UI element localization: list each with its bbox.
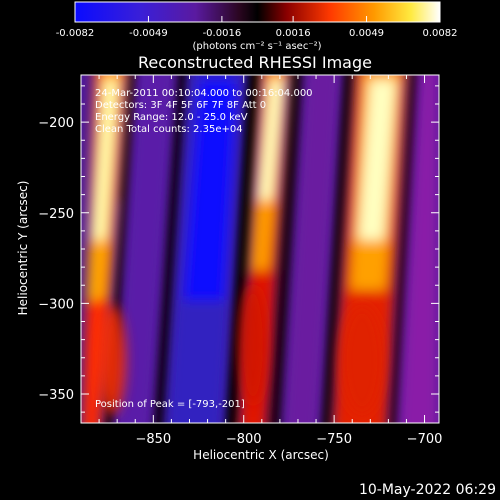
image-annotations: 24-Mar-2011 00:10:04.000 to 00:16:04.000… — [95, 88, 313, 410]
y-tick-label: −300 — [38, 297, 74, 312]
annotation-detectors: Detectors: 3F 4F 5F 6F 7F 8F Att 0 — [95, 100, 266, 111]
annotation-peak-position: Position of Peak = [-793,-201] — [95, 399, 245, 410]
x-tick-label: −800 — [226, 432, 262, 447]
colorbar-tick-label: 0.0016 — [276, 28, 311, 39]
colorbar-tick-label: 0.0082 — [423, 28, 458, 39]
y-axis: −200 −250 −300 −350 — [38, 85, 439, 413]
annotation-energy-range: Energy Range: 12.0 - 25.0 keV — [95, 112, 248, 123]
colorbar-unit-label: (photons cm⁻² s⁻¹ asec⁻²) — [192, 41, 321, 52]
heatmap-image — [81, 75, 439, 423]
y-tick-label: −350 — [38, 388, 74, 403]
x-tick-label: −850 — [135, 432, 171, 447]
x-tick-label: −750 — [316, 432, 352, 447]
x-axis: −850 −800 −750 −700 — [80, 75, 443, 447]
colorbar-tick-label: 0.0049 — [349, 28, 384, 39]
colorbar-tick-label: -0.0049 — [129, 28, 168, 39]
y-tick-label: −250 — [38, 207, 74, 222]
colorbar-tick-label: -0.0082 — [56, 28, 95, 39]
chart-title: Reconstructed RHESSI Image — [138, 53, 372, 72]
annotation-time-range: 24-Mar-2011 00:10:04.000 to 00:16:04.000 — [95, 88, 313, 99]
x-tick-label: −700 — [407, 432, 443, 447]
plot-timestamp: 10-May-2022 06:29 — [359, 482, 496, 498]
colorbar: -0.0082 -0.0049 -0.0016 0.0016 0.0049 0.0082 … — [56, 1, 458, 52]
annotation-counts: Clean Total counts: 2.35e+04 — [95, 124, 243, 135]
y-tick-label: −200 — [38, 116, 74, 131]
x-axis-label: Heliocentric X (arcsec) — [193, 448, 329, 462]
y-axis-label: Heliocentric Y (arcsec) — [16, 181, 30, 316]
colorbar-tick-label: -0.0016 — [203, 28, 242, 39]
colorbar-ticks: -0.0082 -0.0049 -0.0016 0.0016 0.0049 0.0082 — [56, 16, 458, 39]
colorbar-gradient — [74, 1, 441, 23]
